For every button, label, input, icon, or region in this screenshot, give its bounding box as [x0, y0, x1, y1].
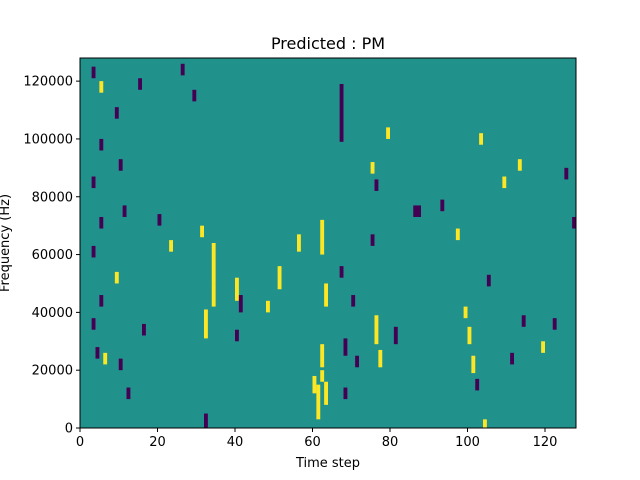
heatmap-cell [351, 295, 356, 307]
heatmap-cell [99, 216, 104, 229]
heatmap-cell [463, 306, 468, 319]
y-axis: 0 20000 40000 60000 80000 100000 120000 [23, 75, 80, 437]
heatmap-cell [541, 341, 545, 353]
heatmap-cell [180, 63, 185, 76]
heatmap-cell [320, 370, 325, 382]
heatmap-cell [204, 413, 208, 428]
heatmap-cell [91, 318, 96, 330]
y-axis-label: Frequency (Hz) [0, 194, 13, 292]
heatmap-cell [297, 234, 301, 252]
heatmap-cell [99, 81, 104, 93]
heatmap-cell [114, 107, 119, 119]
x-tick-label: 60 [304, 435, 321, 450]
heatmap-cell [118, 159, 123, 171]
heatmap-cells [91, 63, 576, 428]
heatmap-cell [343, 338, 348, 356]
heatmap-cell [204, 309, 208, 339]
heatmap-cell [475, 378, 480, 391]
heatmap-cell [126, 387, 131, 400]
y-tick-label: 60000 [32, 248, 73, 263]
y-tick-label: 120000 [23, 75, 73, 90]
y-tick-label: 40000 [32, 306, 73, 321]
heatmap-cell [486, 274, 491, 287]
heatmap-cell [386, 127, 390, 139]
x-tick-label: 20 [149, 435, 166, 450]
heatmap-background [80, 58, 576, 428]
heatmap-cell [266, 300, 270, 313]
heatmap-cell [157, 214, 162, 226]
heatmap-cell [118, 358, 123, 371]
heatmap-cell [455, 228, 460, 241]
heatmap-cell [312, 375, 317, 394]
heatmap-cell [192, 89, 197, 102]
heatmap-cell [211, 243, 216, 284]
heatmap-cell [324, 283, 328, 307]
y-tick-label: 20000 [32, 364, 73, 379]
axes-frame [79, 57, 577, 429]
heatmap-cell [91, 176, 96, 189]
heatmap-cell [99, 138, 104, 151]
heatmap-cell [467, 326, 472, 345]
plot-area [80, 58, 576, 428]
x-tick-label: 120 [533, 435, 558, 450]
heatmap-cell [91, 245, 96, 258]
heatmap-cell [138, 78, 142, 90]
heatmap-cell [572, 216, 576, 229]
heatmap-cell [95, 347, 100, 359]
heatmap-cell [378, 349, 383, 368]
x-axis: 0 20 40 60 80 100 120 [76, 428, 558, 450]
heatmap-cell [142, 323, 146, 336]
heatmap-cell [316, 384, 321, 420]
heatmap-cell [471, 355, 476, 374]
heatmap-cell [479, 133, 483, 145]
heatmap-cell [238, 295, 243, 313]
heatmap-cell [502, 176, 507, 189]
x-tick-label: 100 [455, 435, 480, 450]
heatmap-cell [200, 225, 204, 238]
heatmap-cell [483, 419, 487, 428]
heatmap-cell [564, 167, 569, 180]
heatmap-cell [235, 277, 239, 301]
heatmap-cell [374, 179, 379, 191]
heatmap-cell [122, 205, 127, 217]
y-tick-label: 80000 [32, 190, 73, 205]
heatmap-cell [552, 318, 557, 330]
heatmap-cell [517, 159, 522, 171]
heatmap-cell [370, 234, 375, 246]
heatmap-cell [510, 352, 514, 365]
heatmap-cell [103, 352, 108, 365]
heatmap-cell [211, 283, 216, 307]
heatmap-cell [114, 271, 119, 284]
heatmap-cell [355, 355, 359, 368]
heatmap-cell [169, 240, 173, 252]
heatmap-cell [343, 387, 348, 400]
heatmap-cell [235, 329, 239, 342]
heatmap-cell [393, 326, 398, 345]
y-tick-label: 100000 [23, 132, 73, 147]
heatmap-cell [339, 84, 344, 142]
x-tick-label: 40 [227, 435, 244, 450]
heatmap-cell [91, 66, 96, 79]
heatmap-cell [370, 162, 375, 174]
heatmap-cell [440, 199, 445, 212]
heatmap-cell [99, 295, 104, 307]
x-axis-label: Time step [295, 456, 360, 471]
x-tick-label: 80 [382, 435, 399, 450]
heatmap-cell [320, 344, 325, 368]
x-tick-label: 0 [76, 435, 84, 450]
chart-title: Predicted : PM [271, 34, 385, 53]
heatmap-cell [521, 315, 526, 327]
y-tick-label: 0 [65, 422, 73, 437]
heatmap-cell [324, 381, 328, 405]
heatmap-cell [320, 219, 325, 255]
heatmap-cell [413, 205, 421, 217]
heatmap-cell [277, 266, 282, 290]
heatmap-cell [339, 266, 344, 278]
heatmap-cell [374, 315, 379, 345]
